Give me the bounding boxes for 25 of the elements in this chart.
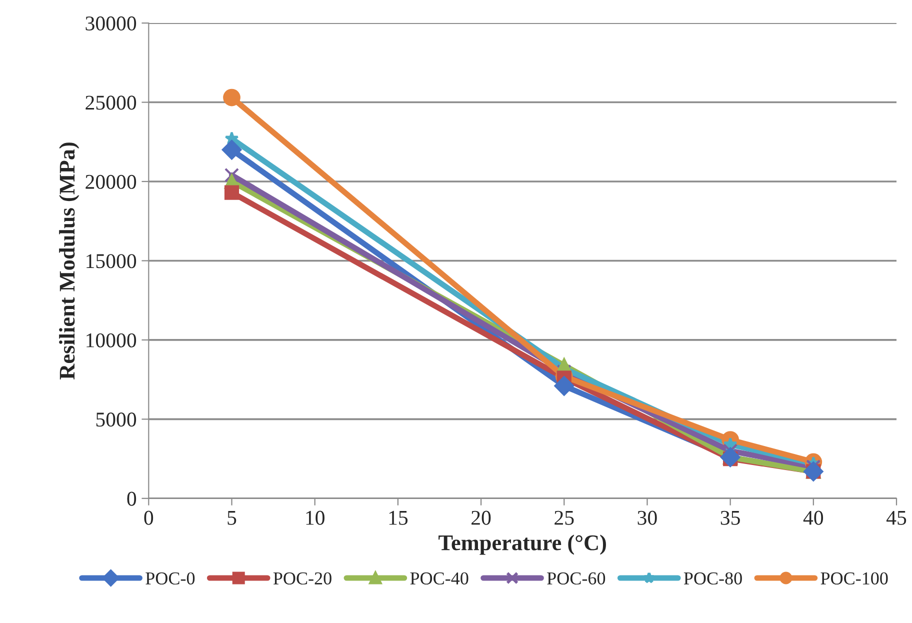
y-tick-label: 10000 (86, 333, 136, 348)
x-tick-label: 45 (886, 510, 906, 525)
x-tick-label: 5 (228, 511, 236, 525)
y-tick-label: 30000 (86, 16, 136, 30)
x-tick-label: 0 (144, 510, 154, 525)
x-axis-title: Temperature (°C) (438, 534, 606, 555)
x-tick-label: 25 (554, 510, 574, 525)
y-tick-label: 15000 (86, 254, 136, 268)
x-tick-label: 10 (306, 510, 324, 525)
x-tick-label: 20 (472, 510, 491, 525)
y-axis-title: Resilient Modulus (MPa) (59, 142, 80, 380)
y-tick-label: 20000 (86, 174, 136, 189)
legend-label: POC-40 (410, 572, 468, 585)
legend-label: POC-20 (273, 572, 332, 585)
legend-label: POC-60 (547, 572, 606, 585)
x-tick-label: 35 (720, 510, 740, 525)
x-tick-label: 15 (389, 510, 408, 525)
x-tick-label: 40 (803, 510, 824, 525)
legend-label: POC-80 (684, 572, 742, 585)
y-tick-label: 0 (127, 492, 136, 506)
y-tick-label: 5000 (96, 412, 136, 427)
legend-label: POC-100 (820, 572, 888, 585)
x-tick-label: 30 (638, 510, 657, 525)
legend-label: POC-0 (146, 572, 195, 585)
y-tick-label: 25000 (86, 96, 136, 110)
